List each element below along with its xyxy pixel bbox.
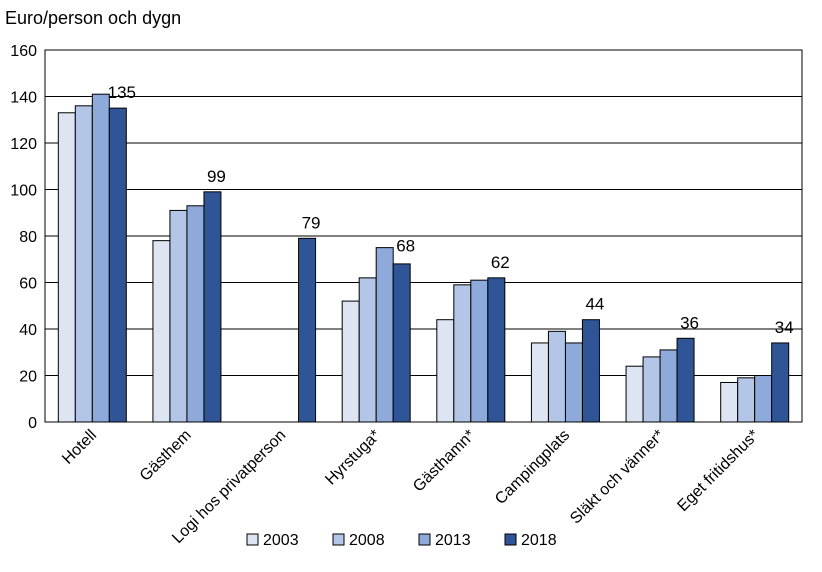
legend-swatch-2018	[504, 533, 517, 546]
bar-2013-3	[375, 247, 394, 423]
bar-2018-6	[676, 337, 695, 423]
x-tick-label: Campingplats	[492, 427, 573, 508]
legend-label: 2003	[263, 532, 299, 549]
legend-swatch-2013	[418, 533, 431, 546]
legend-label: 2008	[349, 532, 385, 549]
bar-2008-6	[642, 356, 661, 423]
bar-2018-0	[108, 107, 127, 423]
data-label: 79	[302, 213, 321, 232]
x-tick-label: Släkt och vänner*	[567, 427, 668, 528]
y-tick-label: 140	[10, 90, 37, 107]
bar-2003-5	[530, 342, 549, 423]
x-tick-label: Hyrstuga*	[322, 427, 384, 489]
bar-2003-0	[57, 112, 76, 423]
data-label: 62	[491, 253, 510, 272]
data-label: 68	[396, 237, 415, 256]
bar-2008-5	[547, 330, 566, 423]
bar-2018-2	[298, 237, 317, 423]
data-label: 34	[775, 318, 794, 337]
bar-2008-4	[453, 284, 472, 423]
bar-2008-0	[74, 105, 93, 423]
bar-2013-5	[564, 342, 583, 423]
legend-label: 2018	[521, 532, 557, 549]
y-tick-label: 60	[19, 276, 37, 293]
bar-2013-1	[186, 205, 205, 423]
y-tick-label: 0	[28, 415, 37, 432]
x-tick-label: Hotell	[59, 427, 100, 468]
legend-swatch-2008	[332, 533, 345, 546]
legend: 2003 2008 2013 2018	[246, 532, 557, 549]
data-label: 36	[680, 313, 699, 332]
data-labels: 135 99 79 68 62 44 36 34	[108, 83, 794, 337]
bar-2003-4	[436, 319, 455, 423]
bar-2003-1	[152, 240, 171, 423]
bar-2008-1	[169, 209, 188, 423]
bar-2013-7	[754, 375, 773, 423]
bar-2018-1	[203, 191, 222, 423]
y-tick-label: 80	[19, 229, 37, 246]
y-tick-labels: 0 20 40 60 80 100 120 140 160	[10, 43, 37, 432]
bar-2003-6	[625, 365, 644, 423]
data-label: 99	[207, 167, 226, 186]
legend-swatch-2003	[246, 533, 259, 546]
bar-2008-7	[737, 377, 756, 423]
data-label: 44	[585, 295, 604, 314]
bar-2013-4	[470, 279, 489, 423]
bar-2013-0	[91, 93, 110, 423]
y-tick-label: 120	[10, 136, 37, 153]
bar-2018-3	[392, 263, 411, 423]
legend-label: 2013	[435, 532, 471, 549]
bar-2013-6	[659, 349, 678, 423]
bar-2008-3	[358, 277, 377, 423]
y-tick-label: 160	[10, 43, 37, 60]
bar-2003-3	[341, 300, 360, 423]
y-tick-label: 20	[19, 369, 37, 386]
bar-2018-5	[581, 319, 600, 423]
x-tick-label: Gästhem	[137, 427, 195, 485]
y-axis-title: Euro/person och dygn	[5, 8, 181, 28]
bars	[57, 93, 790, 423]
y-tick-label: 40	[19, 322, 37, 339]
x-tick-label: Gästhamn*	[410, 427, 479, 496]
bar-2018-7	[771, 342, 790, 423]
bar-2018-4	[487, 277, 506, 423]
x-tick-label: Eget fritidshus*	[674, 427, 762, 515]
bar-2003-7	[720, 381, 739, 423]
data-label: 135	[108, 83, 136, 102]
y-tick-label: 100	[10, 183, 37, 200]
